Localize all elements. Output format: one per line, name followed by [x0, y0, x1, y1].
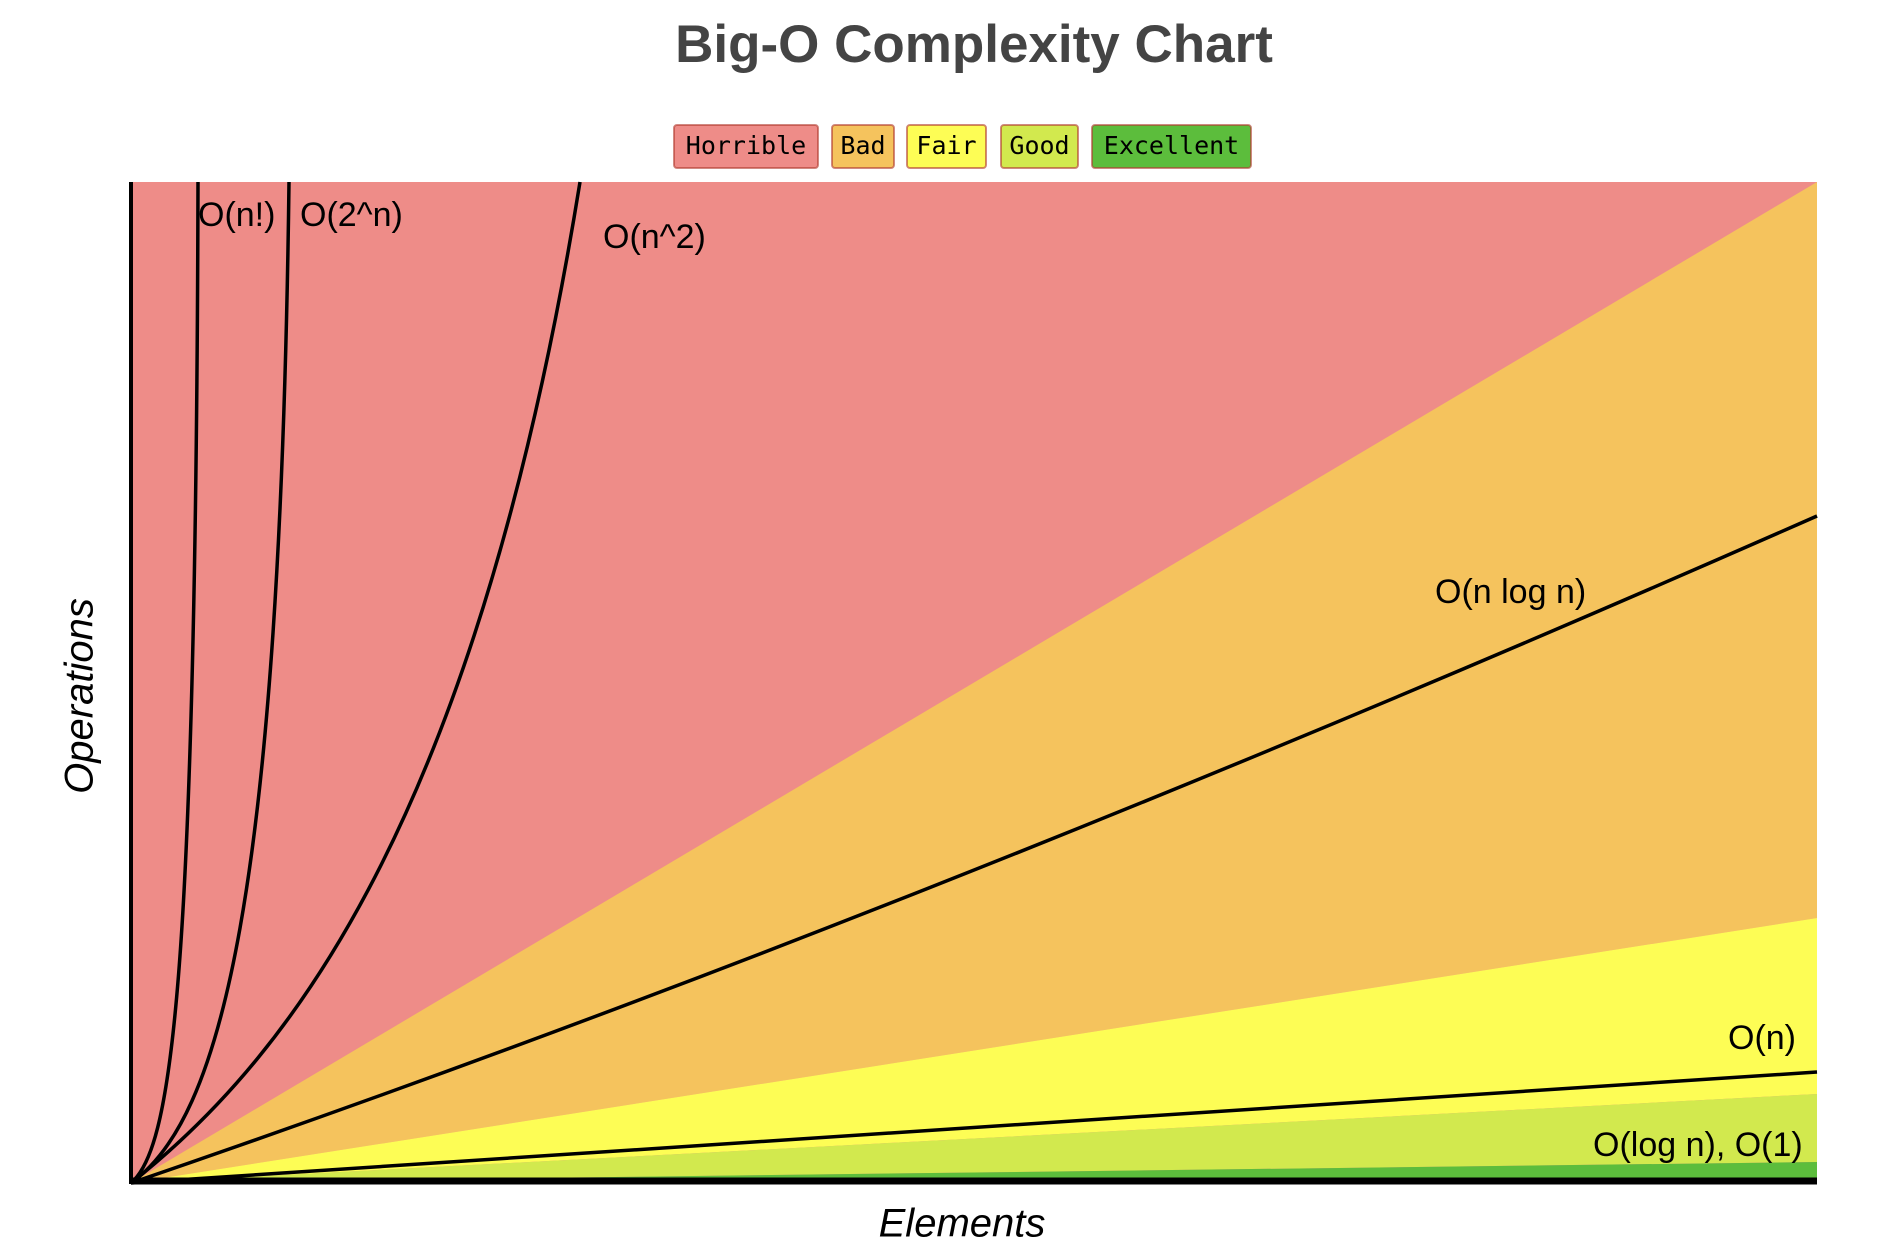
chart-title: Big-O Complexity Chart — [675, 15, 1273, 74]
curve-label: O(log n), O(1) — [1593, 1126, 1803, 1164]
curve-label: O(2^n) — [300, 196, 403, 234]
curve — [129, 181, 582, 1185]
curve — [130, 1070, 1818, 1185]
curve-label: O(n^2) — [603, 218, 706, 256]
x-axis-label: Elements — [879, 1202, 1046, 1246]
region — [131, 1094, 1817, 1183]
curve-label: O(n) — [1728, 1019, 1796, 1057]
curve — [129, 181, 291, 1185]
curve-label: O(n!) — [198, 196, 275, 234]
legend-swatch — [1091, 124, 1252, 169]
region — [131, 918, 1817, 1183]
legend-swatch — [831, 124, 895, 169]
legend-label: Excellent — [1104, 131, 1239, 160]
legend-swatch — [1000, 124, 1079, 169]
legend-swatch — [673, 124, 819, 169]
curve — [130, 514, 1818, 1185]
legend-swatch — [906, 124, 987, 169]
curve — [129, 181, 200, 1185]
region — [131, 182, 1817, 1183]
y-axis-label: Operations — [58, 598, 102, 794]
plot-area: O(n!) O(2^n) O(n^2) O(n log n) O(n) O(lo… — [129, 181, 1818, 1185]
legend-label: Fair — [916, 131, 976, 160]
legend-label: Bad — [840, 131, 885, 160]
legend: Horrible Bad Fair Good Excellent — [673, 124, 1252, 169]
legend-label: Good — [1009, 131, 1069, 160]
legend-label: Horrible — [686, 131, 806, 160]
curve-label: O(n log n) — [1435, 573, 1586, 611]
